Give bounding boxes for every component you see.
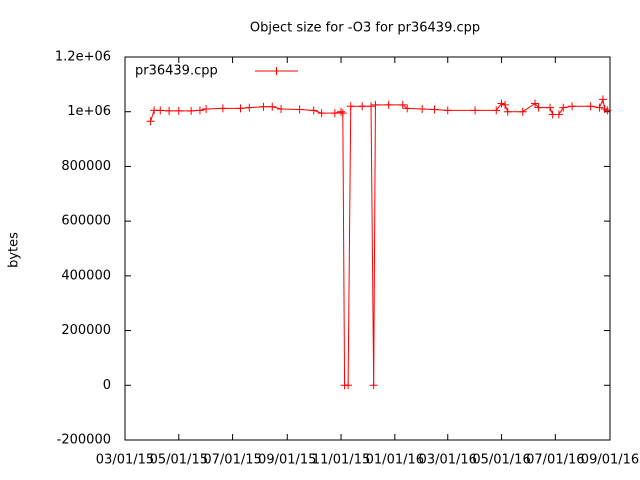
data-point <box>371 100 380 109</box>
data-point <box>598 95 607 104</box>
data-point <box>165 106 174 115</box>
x-tick-label: 07/01/15 <box>203 453 261 468</box>
data-point <box>245 103 254 112</box>
data-point <box>202 104 211 113</box>
data-point <box>236 104 245 113</box>
data-point <box>259 102 268 111</box>
x-tick-label: 05/01/15 <box>150 453 208 468</box>
y-tick-label: 800000 <box>61 159 111 174</box>
x-tick-label: 11/01/15 <box>312 453 370 468</box>
data-point <box>174 106 183 115</box>
y-axis-label: bytes <box>7 232 22 268</box>
data-point <box>367 102 376 111</box>
data-point <box>546 103 555 112</box>
data-point <box>586 102 595 111</box>
legend-label: pr36439.cpp <box>135 64 218 79</box>
legend-marker <box>272 67 281 75</box>
y-tick-label: 600000 <box>61 214 111 229</box>
data-point <box>554 110 563 119</box>
data-point <box>295 105 304 114</box>
y-tick-label: -200000 <box>57 433 111 448</box>
data-point <box>187 106 196 115</box>
y-tick-label: 1.2e+06 <box>55 50 111 65</box>
data-point <box>531 99 540 108</box>
data-point <box>568 102 577 111</box>
data-point <box>471 106 480 115</box>
data-point <box>337 107 346 116</box>
data-point <box>384 100 393 109</box>
data-point <box>534 103 543 112</box>
data-point <box>277 104 286 113</box>
y-tick-label: 200000 <box>61 323 111 338</box>
data-point <box>346 102 355 111</box>
data-point <box>430 105 439 114</box>
y-tick-label: 0 <box>103 378 111 393</box>
x-tick-label: 03/01/16 <box>419 453 477 468</box>
data-point <box>195 106 204 115</box>
data-point <box>418 104 427 113</box>
data-point <box>317 109 326 118</box>
chart-title: Object size for -O3 for pr36439.cpp <box>250 21 480 36</box>
data-point <box>309 106 318 115</box>
data-point <box>595 103 604 112</box>
x-tick-label: 09/01/16 <box>581 453 639 468</box>
data-point <box>218 104 227 113</box>
data-line <box>150 97 608 386</box>
data-point <box>443 106 452 115</box>
data-point <box>338 109 347 118</box>
x-tick-label: 09/01/15 <box>258 453 316 468</box>
y-tick-label: 400000 <box>61 268 111 283</box>
data-point <box>503 107 512 116</box>
data-point <box>403 104 412 113</box>
plot-frame <box>124 56 611 441</box>
data-point <box>398 100 407 109</box>
x-tick-label: 05/01/16 <box>472 453 530 468</box>
x-tick-label: 03/01/15 <box>96 453 154 468</box>
data-point <box>492 106 501 115</box>
data-point <box>501 100 510 109</box>
data-point <box>358 102 367 111</box>
data-point <box>156 106 165 115</box>
x-tick-label: 07/01/16 <box>526 453 584 468</box>
y-tick-label: 1e+06 <box>67 104 111 119</box>
data-point <box>146 117 155 126</box>
data-point <box>559 103 568 112</box>
x-tick-label: 01/01/16 <box>366 453 424 468</box>
data-point <box>603 106 612 115</box>
data-point <box>369 381 378 390</box>
data-point <box>344 381 353 390</box>
data-point <box>518 107 527 116</box>
data-point <box>497 99 506 108</box>
data-point <box>330 109 339 118</box>
data-point <box>268 102 277 111</box>
